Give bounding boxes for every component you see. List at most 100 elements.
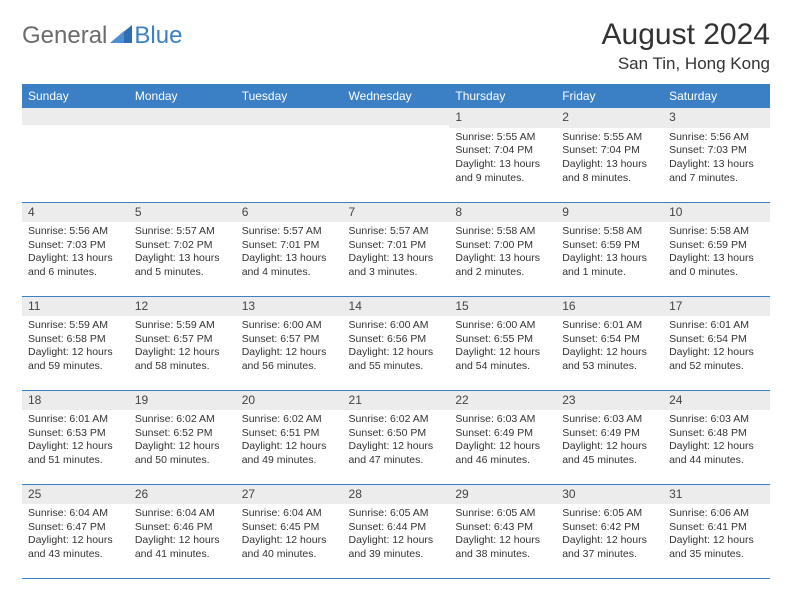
day-header: Tuesday xyxy=(236,84,343,108)
day-cell: 30Sunrise: 6:05 AMSunset: 6:42 PMDayligh… xyxy=(556,484,663,578)
day-number: 15 xyxy=(449,297,556,317)
day-number: 9 xyxy=(556,203,663,223)
day-cell: 16Sunrise: 6:01 AMSunset: 6:54 PMDayligh… xyxy=(556,296,663,390)
day-details: Sunrise: 6:00 AMSunset: 6:56 PMDaylight:… xyxy=(343,316,450,376)
day-number: 30 xyxy=(556,485,663,505)
day-header: Wednesday xyxy=(343,84,450,108)
day-number: 16 xyxy=(556,297,663,317)
daylight-text: Daylight: 12 hours and 54 minutes. xyxy=(455,346,550,373)
day-details: Sunrise: 6:01 AMSunset: 6:53 PMDaylight:… xyxy=(22,410,129,470)
day-cell: 29Sunrise: 6:05 AMSunset: 6:43 PMDayligh… xyxy=(449,484,556,578)
brand-logo: GeneralBlue xyxy=(22,18,182,50)
sunset-text: Sunset: 6:55 PM xyxy=(455,333,550,347)
sunrise-text: Sunrise: 5:58 AM xyxy=(455,225,550,239)
sunrise-text: Sunrise: 5:57 AM xyxy=(242,225,337,239)
daylight-text: Daylight: 12 hours and 38 minutes. xyxy=(455,534,550,561)
daylight-text: Daylight: 12 hours and 55 minutes. xyxy=(349,346,444,373)
day-cell: 2Sunrise: 5:55 AMSunset: 7:04 PMDaylight… xyxy=(556,108,663,202)
day-number: 11 xyxy=(22,297,129,317)
daylight-text: Daylight: 12 hours and 59 minutes. xyxy=(28,346,123,373)
day-details: Sunrise: 5:56 AMSunset: 7:03 PMDaylight:… xyxy=(663,128,770,188)
sunrise-text: Sunrise: 6:03 AM xyxy=(669,413,764,427)
day-details: Sunrise: 5:58 AMSunset: 7:00 PMDaylight:… xyxy=(449,222,556,282)
week-row: 1Sunrise: 5:55 AMSunset: 7:04 PMDaylight… xyxy=(22,108,770,202)
day-cell: 13Sunrise: 6:00 AMSunset: 6:57 PMDayligh… xyxy=(236,296,343,390)
day-number: 14 xyxy=(343,297,450,317)
day-number: 17 xyxy=(663,297,770,317)
day-details: Sunrise: 5:55 AMSunset: 7:04 PMDaylight:… xyxy=(556,128,663,188)
daylight-text: Daylight: 12 hours and 47 minutes. xyxy=(349,440,444,467)
sunrise-text: Sunrise: 6:03 AM xyxy=(562,413,657,427)
day-cell: 6Sunrise: 5:57 AMSunset: 7:01 PMDaylight… xyxy=(236,202,343,296)
location: San Tin, Hong Kong xyxy=(602,54,770,74)
sunset-text: Sunset: 6:44 PM xyxy=(349,521,444,535)
sunset-text: Sunset: 6:42 PM xyxy=(562,521,657,535)
sunset-text: Sunset: 6:49 PM xyxy=(455,427,550,441)
sunrise-text: Sunrise: 6:03 AM xyxy=(455,413,550,427)
day-details: Sunrise: 5:59 AMSunset: 6:58 PMDaylight:… xyxy=(22,316,129,376)
day-cell: 8Sunrise: 5:58 AMSunset: 7:00 PMDaylight… xyxy=(449,202,556,296)
day-cell: 17Sunrise: 6:01 AMSunset: 6:54 PMDayligh… xyxy=(663,296,770,390)
sunset-text: Sunset: 7:01 PM xyxy=(349,239,444,253)
daylight-text: Daylight: 13 hours and 8 minutes. xyxy=(562,158,657,185)
day-cell: 27Sunrise: 6:04 AMSunset: 6:45 PMDayligh… xyxy=(236,484,343,578)
day-details: Sunrise: 6:04 AMSunset: 6:45 PMDaylight:… xyxy=(236,504,343,564)
daylight-text: Daylight: 12 hours and 41 minutes. xyxy=(135,534,230,561)
daylight-text: Daylight: 13 hours and 0 minutes. xyxy=(669,252,764,279)
sunset-text: Sunset: 7:04 PM xyxy=(562,144,657,158)
sunset-text: Sunset: 6:54 PM xyxy=(669,333,764,347)
daylight-text: Daylight: 13 hours and 7 minutes. xyxy=(669,158,764,185)
day-number: 18 xyxy=(22,391,129,411)
sunset-text: Sunset: 6:48 PM xyxy=(669,427,764,441)
day-details: Sunrise: 5:59 AMSunset: 6:57 PMDaylight:… xyxy=(129,316,236,376)
day-details: Sunrise: 5:58 AMSunset: 6:59 PMDaylight:… xyxy=(556,222,663,282)
sunrise-text: Sunrise: 6:06 AM xyxy=(669,507,764,521)
day-number: 6 xyxy=(236,203,343,223)
day-number: 20 xyxy=(236,391,343,411)
sunrise-text: Sunrise: 5:58 AM xyxy=(669,225,764,239)
sunrise-text: Sunrise: 5:56 AM xyxy=(669,131,764,145)
day-header: Sunday xyxy=(22,84,129,108)
day-number: 26 xyxy=(129,485,236,505)
daylight-text: Daylight: 12 hours and 40 minutes. xyxy=(242,534,337,561)
day-number: 1 xyxy=(449,108,556,128)
sunset-text: Sunset: 6:59 PM xyxy=(562,239,657,253)
day-details: Sunrise: 6:04 AMSunset: 6:47 PMDaylight:… xyxy=(22,504,129,564)
day-details: Sunrise: 6:00 AMSunset: 6:57 PMDaylight:… xyxy=(236,316,343,376)
sunrise-text: Sunrise: 5:55 AM xyxy=(455,131,550,145)
day-details: Sunrise: 6:02 AMSunset: 6:51 PMDaylight:… xyxy=(236,410,343,470)
daylight-text: Daylight: 12 hours and 35 minutes. xyxy=(669,534,764,561)
sunset-text: Sunset: 6:46 PM xyxy=(135,521,230,535)
day-cell: 22Sunrise: 6:03 AMSunset: 6:49 PMDayligh… xyxy=(449,390,556,484)
day-details: Sunrise: 6:03 AMSunset: 6:48 PMDaylight:… xyxy=(663,410,770,470)
sunset-text: Sunset: 6:41 PM xyxy=(669,521,764,535)
day-number: 23 xyxy=(556,391,663,411)
sunrise-text: Sunrise: 5:59 AM xyxy=(28,319,123,333)
day-cell: 14Sunrise: 6:00 AMSunset: 6:56 PMDayligh… xyxy=(343,296,450,390)
sunrise-text: Sunrise: 6:02 AM xyxy=(349,413,444,427)
day-details: Sunrise: 5:55 AMSunset: 7:04 PMDaylight:… xyxy=(449,128,556,188)
day-details: Sunrise: 5:57 AMSunset: 7:01 PMDaylight:… xyxy=(343,222,450,282)
day-number xyxy=(22,108,129,125)
day-number xyxy=(343,108,450,125)
week-row: 4Sunrise: 5:56 AMSunset: 7:03 PMDaylight… xyxy=(22,202,770,296)
daylight-text: Daylight: 12 hours and 37 minutes. xyxy=(562,534,657,561)
daylight-text: Daylight: 12 hours and 45 minutes. xyxy=(562,440,657,467)
daylight-text: Daylight: 13 hours and 6 minutes. xyxy=(28,252,123,279)
sunset-text: Sunset: 7:00 PM xyxy=(455,239,550,253)
day-details: Sunrise: 6:05 AMSunset: 6:44 PMDaylight:… xyxy=(343,504,450,564)
day-number: 5 xyxy=(129,203,236,223)
sunrise-text: Sunrise: 6:02 AM xyxy=(242,413,337,427)
day-details: Sunrise: 5:58 AMSunset: 6:59 PMDaylight:… xyxy=(663,222,770,282)
sunset-text: Sunset: 7:03 PM xyxy=(669,144,764,158)
day-number: 4 xyxy=(22,203,129,223)
day-cell: 1Sunrise: 5:55 AMSunset: 7:04 PMDaylight… xyxy=(449,108,556,202)
day-cell: 26Sunrise: 6:04 AMSunset: 6:46 PMDayligh… xyxy=(129,484,236,578)
title-block: August 2024 San Tin, Hong Kong xyxy=(602,18,770,74)
sunset-text: Sunset: 7:02 PM xyxy=(135,239,230,253)
sunset-text: Sunset: 7:04 PM xyxy=(455,144,550,158)
sunset-text: Sunset: 6:45 PM xyxy=(242,521,337,535)
daylight-text: Daylight: 12 hours and 58 minutes. xyxy=(135,346,230,373)
day-details: Sunrise: 6:02 AMSunset: 6:50 PMDaylight:… xyxy=(343,410,450,470)
daylight-text: Daylight: 12 hours and 39 minutes. xyxy=(349,534,444,561)
